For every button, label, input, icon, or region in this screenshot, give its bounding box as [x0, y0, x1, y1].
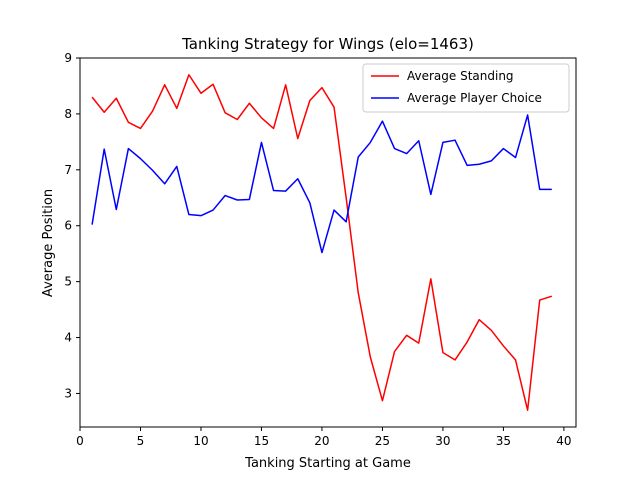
y-tick-label-5: 8: [64, 107, 72, 121]
chart-title: Tanking Strategy for Wings (elo=1463): [181, 35, 474, 53]
x-tick-label-6: 30: [435, 434, 450, 448]
legend-box: [362, 63, 570, 113]
y-tick-label-0: 3: [64, 386, 72, 400]
legend-label-0: Average Standing: [407, 69, 514, 83]
x-tick-label-2: 10: [193, 434, 208, 448]
y-tick-label-4: 7: [64, 163, 72, 177]
x-tick-label-0: 0: [76, 434, 84, 448]
x-tick-label-8: 40: [556, 434, 571, 448]
x-tick-label-3: 15: [254, 434, 269, 448]
x-tick-label-4: 20: [314, 434, 329, 448]
x-tick-label-1: 5: [137, 434, 145, 448]
x-tick-label-7: 35: [496, 434, 511, 448]
y-axis-label: Average Position: [41, 189, 56, 297]
series-line-0: [91, 74, 553, 411]
x-tick-label-5: 25: [375, 434, 390, 448]
y-tick-label-1: 4: [64, 331, 72, 345]
y-tick-label-6: 9: [64, 51, 72, 65]
x-axis-label: Tanking Starting at Game: [244, 456, 411, 471]
legend-label-1: Average Player Choice: [407, 91, 542, 105]
y-tick-label-2: 5: [64, 275, 72, 289]
series-line-1: [91, 114, 552, 254]
y-tick-label-3: 6: [64, 219, 72, 233]
plot-area: 0 5 10 15 20 25 30 35 40 3 4 5 6 7 8 9: [64, 51, 577, 448]
legend: Average Standing Average Player Choice: [362, 63, 570, 113]
axes-frame: [79, 57, 577, 428]
